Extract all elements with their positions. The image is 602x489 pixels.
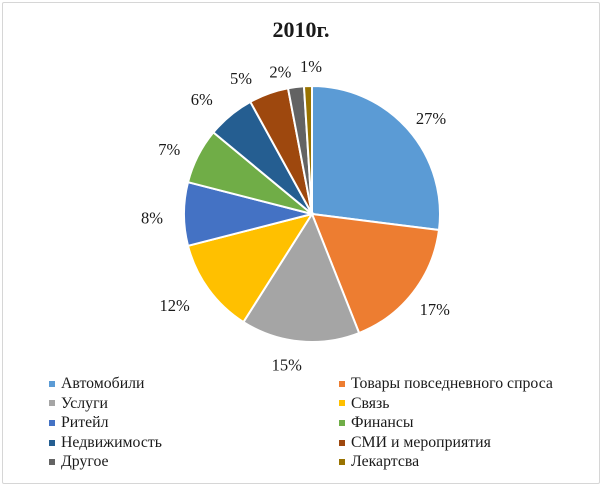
- svg-text:2%: 2%: [269, 63, 291, 82]
- svg-text:27%: 27%: [416, 109, 447, 128]
- svg-text:17%: 17%: [420, 300, 451, 319]
- svg-text:7%: 7%: [158, 140, 180, 159]
- svg-text:6%: 6%: [191, 90, 213, 109]
- svg-text:8%: 8%: [141, 209, 163, 228]
- svg-text:15%: 15%: [272, 356, 303, 375]
- svg-text:5%: 5%: [230, 69, 252, 88]
- svg-text:1%: 1%: [300, 57, 322, 76]
- svg-text:12%: 12%: [159, 296, 190, 315]
